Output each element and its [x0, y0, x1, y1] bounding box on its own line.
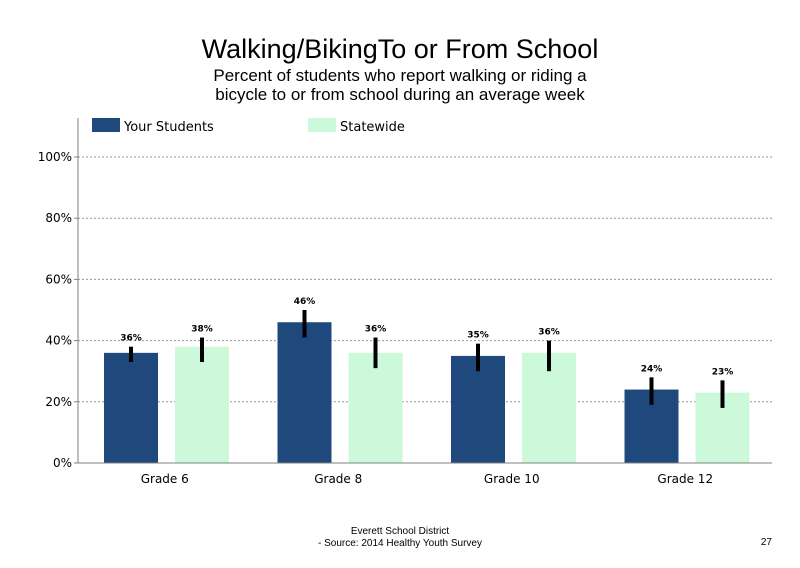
- error-bars: [129, 310, 725, 408]
- value-labels: 36% 38% 46% 36% 35% 36% 24% 23%: [120, 297, 733, 377]
- legend-label: Statewide: [340, 120, 405, 135]
- page-number: 27: [760, 537, 772, 548]
- x-tick-label: Grade 8: [314, 472, 362, 486]
- footer-source: - Source: 2014 Healthy Youth Survey: [318, 538, 482, 549]
- y-tick-label: 80%: [45, 211, 72, 225]
- x-tick-label: Grade 10: [484, 472, 540, 486]
- legend-swatch: [92, 118, 120, 132]
- bar: [348, 352, 403, 463]
- bar: [277, 322, 332, 463]
- y-tick-label: 40%: [45, 334, 72, 348]
- y-axis-ticks: 0% 20% 40% 60% 80% 100%: [38, 150, 78, 470]
- data-label: 23%: [712, 367, 734, 377]
- y-tick-label: 20%: [45, 395, 72, 409]
- y-tick-label: 100%: [38, 150, 72, 164]
- x-tick-label: Grade 12: [657, 472, 713, 486]
- legend-swatch: [308, 118, 336, 132]
- data-label: 36%: [365, 325, 387, 335]
- y-tick-label: 60%: [45, 272, 72, 286]
- data-label: 36%: [538, 328, 560, 338]
- footer-district: Everett School District: [350, 526, 450, 537]
- bar: [175, 346, 229, 463]
- data-label: 38%: [191, 325, 213, 335]
- x-axis-labels: Grade 6 Grade 8 Grade 10 Grade 12: [141, 472, 713, 486]
- legend: Your Students Statewide: [92, 118, 405, 135]
- data-label: 24%: [641, 364, 663, 374]
- chart-subtitle: Percent of students who report walking o…: [213, 66, 587, 104]
- data-label: 46%: [294, 297, 316, 307]
- legend-label: Your Students: [123, 120, 214, 135]
- y-tick-label: 0%: [53, 456, 72, 470]
- chart-title: Walking/BikingTo or From School: [201, 34, 599, 64]
- bars: [104, 322, 750, 463]
- x-tick-label: Grade 6: [141, 472, 189, 486]
- bar: [451, 355, 505, 463]
- data-label: 36%: [120, 334, 142, 344]
- data-label: 35%: [467, 331, 489, 341]
- bar: [104, 352, 158, 463]
